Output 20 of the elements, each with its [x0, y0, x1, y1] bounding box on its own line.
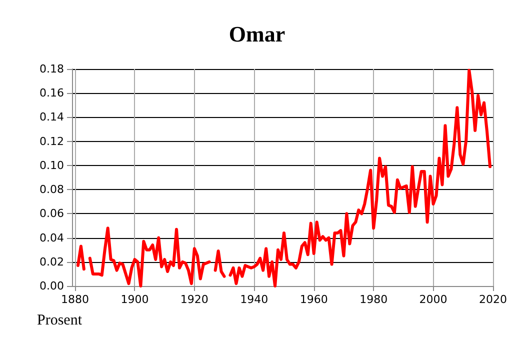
x-tick-label: 1920	[180, 293, 208, 306]
y-tick-label: 0.12	[40, 134, 64, 148]
x-tick-label: 2000	[419, 293, 448, 306]
y-tick-label: 0.18	[40, 62, 64, 76]
y-tick-label: 0.00	[40, 280, 64, 292]
y-tick-label: 0.16	[40, 86, 64, 100]
x-tick-label: 2020	[479, 293, 507, 306]
y-axis-title: Prosent	[37, 312, 83, 328]
y-tick-label: 0.10	[40, 158, 64, 172]
x-tick-label: 1980	[360, 293, 388, 306]
y-tick-label: 0.04	[40, 231, 64, 244]
x-tick-label: 1900	[120, 293, 149, 306]
y-tick-label: 0.08	[40, 183, 64, 196]
x-tick-label: 1940	[240, 293, 268, 306]
y-tick-label: 0.14	[40, 110, 64, 124]
chart-title: Omar	[228, 22, 286, 46]
y-tick-label: 0.02	[40, 255, 64, 268]
y-tick-label: 0.06	[40, 207, 64, 220]
x-tick-label: 1960	[300, 293, 328, 306]
x-tick-label: 1880	[60, 293, 89, 306]
